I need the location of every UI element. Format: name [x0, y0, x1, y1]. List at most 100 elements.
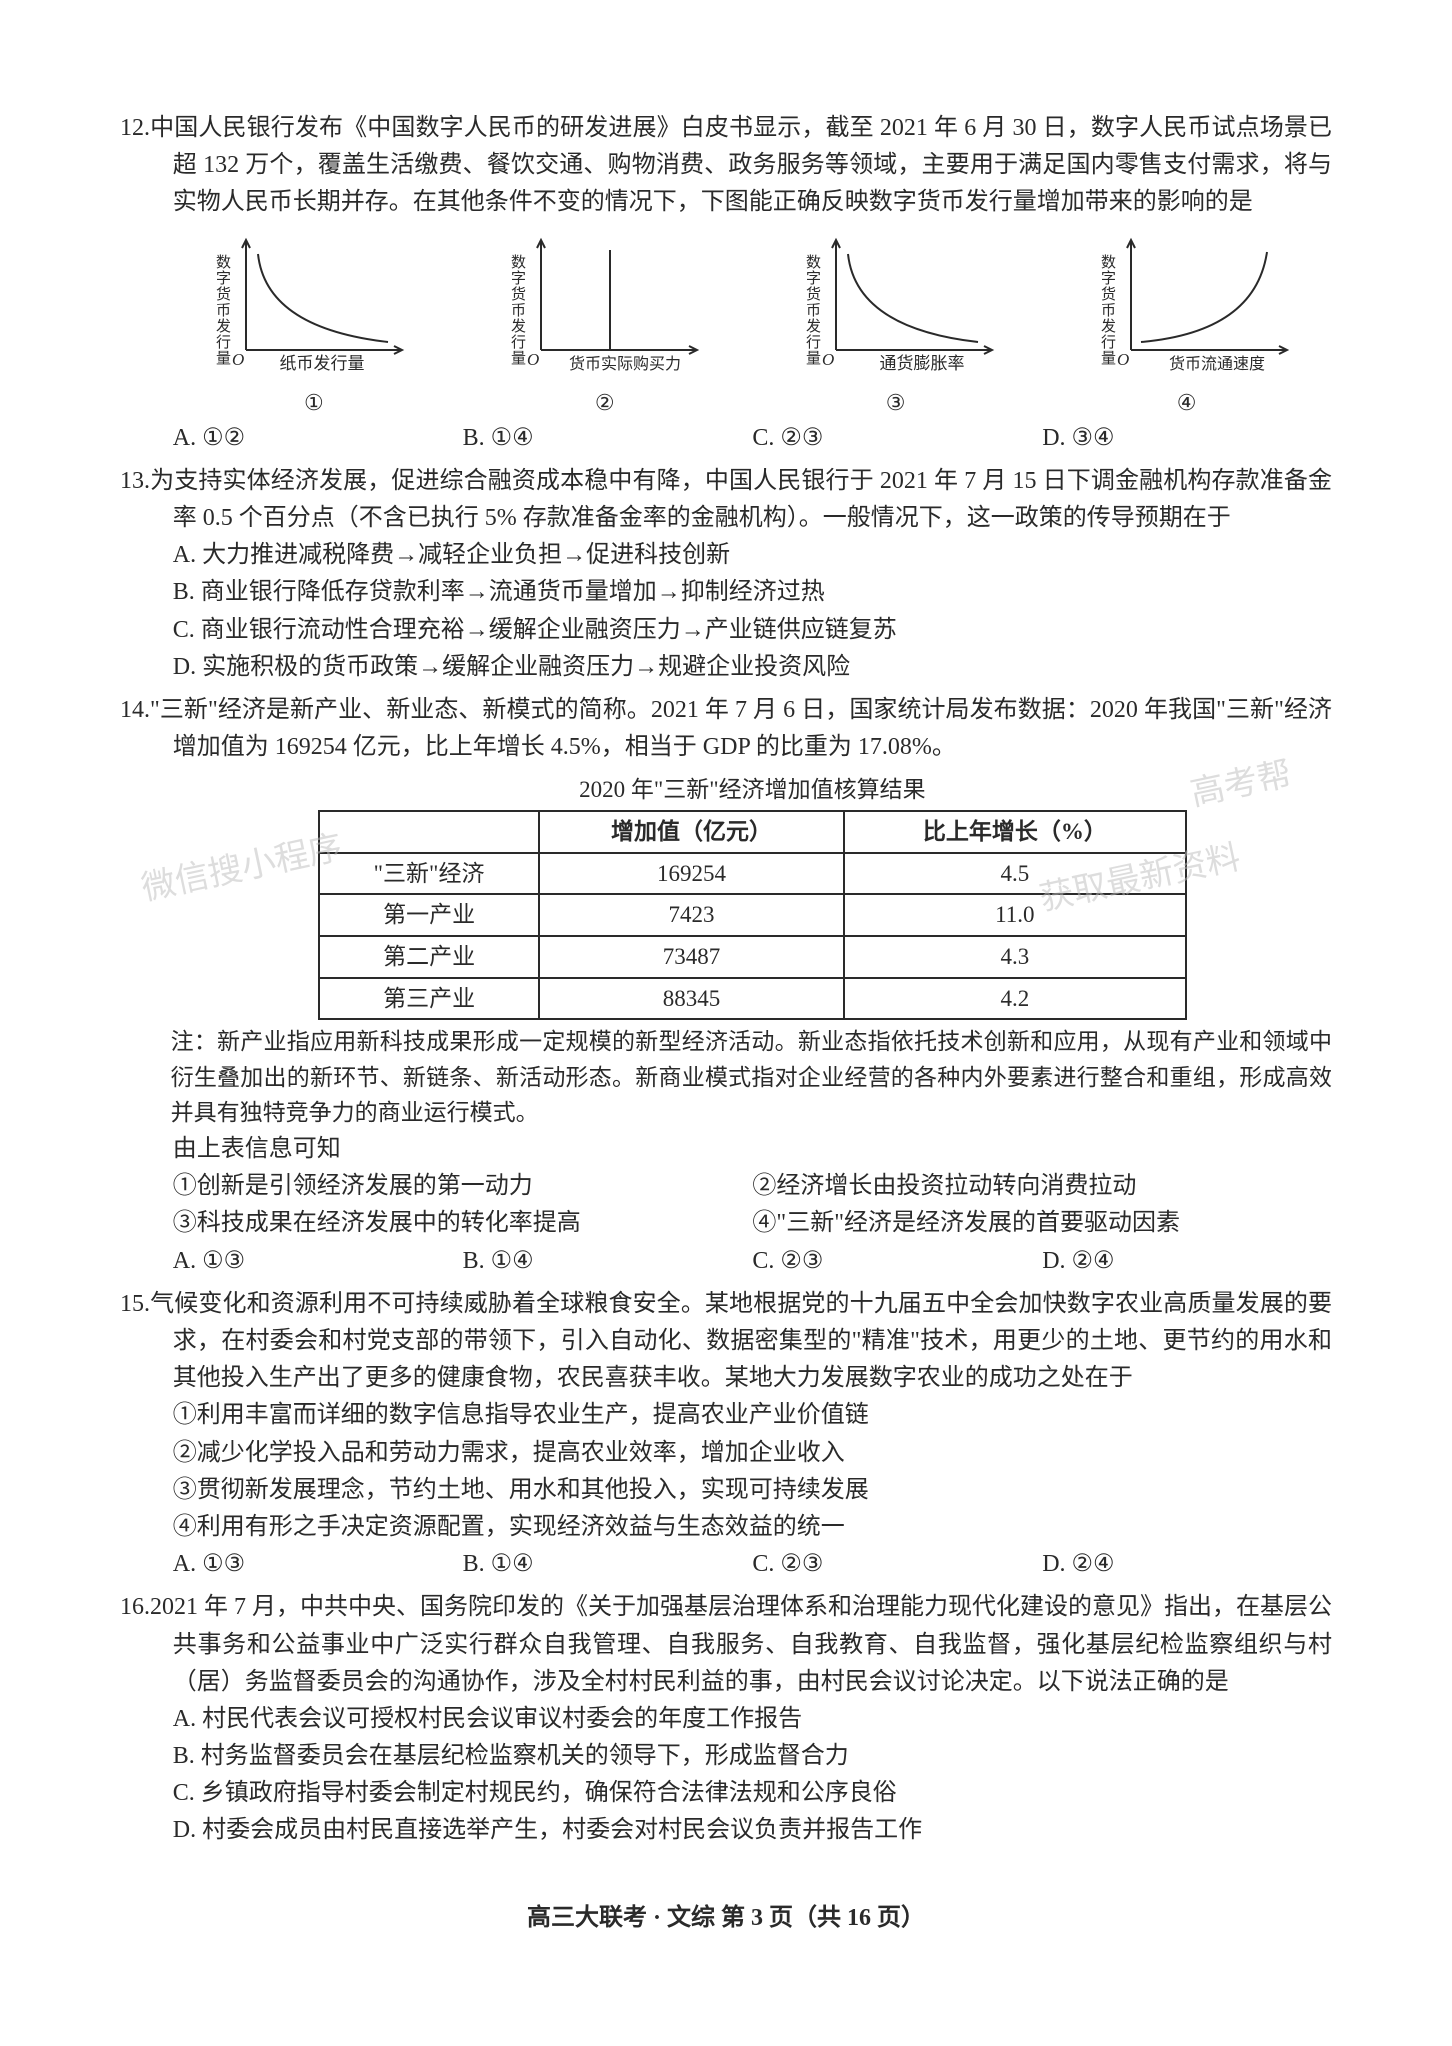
q14-stmt-row1: ①创新是引领经济发展的第一动力 ②经济增长由投资拉动转向消费拉动 — [120, 1168, 1332, 1205]
q14-table-wrap: 高考帮 微信搜小程序 获取最新资料 2020 年"三新"经济增加值核算结果 增加… — [120, 772, 1332, 1020]
q16-opt-c: C. 乡镇政府指导村委会制定村规民约，确保符合法律法规和公序良俗 — [120, 1775, 1332, 1812]
q13-opt-a: A. 大力推进减税降费→减轻企业负担→促进科技创新 — [120, 537, 1332, 574]
chart3-xlabel: 通货膨胀率 — [879, 354, 964, 373]
q14-stem: 14."三新"经济是新产业、新业态、新模式的简称。2021 年 7 月 6 日，… — [120, 692, 1332, 766]
q14-note: 注：新产业指应用新科技成果形成一定规模的新型经济活动。新业态指依托技术创新和应用… — [120, 1024, 1332, 1131]
q16-num: 16. — [120, 1594, 150, 1620]
q15-opt-b: B. ①④ — [463, 1546, 753, 1583]
chart-3: 数字货币发行量 O 通货膨胀率 — [800, 232, 1000, 382]
q14-s4: ④"三新"经济是经济发展的首要驱动因素 — [752, 1205, 1332, 1242]
table-header: 增加值（亿元） — [539, 811, 843, 853]
page-footer: 高三大联考 · 文综 第 3 页（共 16 页） — [120, 1900, 1332, 1937]
table-cell: "三新"经济 — [319, 853, 540, 895]
chart-ylabel: 数字货币发行量 — [1099, 254, 1116, 366]
q14-opt-a: A. ①③ — [173, 1243, 463, 1280]
chart-1: 数字货币发行量 O 纸币发行量 — [210, 232, 410, 382]
table-cell: 第二产业 — [319, 936, 540, 978]
chart-ylabel: 数字货币发行量 — [214, 254, 231, 366]
table-cell: 4.2 — [844, 978, 1186, 1020]
chart-2: 数字货币发行量 O 货币实际购买力 — [505, 232, 705, 382]
q14-s2: ②经济增长由投资拉动转向消费拉动 — [752, 1168, 1332, 1205]
q14-options: A. ①③ B. ①④ C. ②③ D. ②④ — [120, 1243, 1332, 1280]
q12-opt-d: D. ③④ — [1042, 420, 1332, 457]
q15-options: A. ①③ B. ①④ C. ②③ D. ②④ — [120, 1546, 1332, 1583]
chart-origin: O — [822, 350, 834, 369]
chart4-xlabel: 货币流通速度 — [1169, 355, 1265, 373]
q14-table: 增加值（亿元） 比上年增长（%） "三新"经济 169254 4.5 第一产业 … — [318, 810, 1187, 1020]
question-14: 14."三新"经济是新产业、新业态、新模式的简称。2021 年 7 月 6 日，… — [120, 692, 1332, 1280]
q15-s2: ②减少化学投入品和劳动力需求，提高农业效率，增加企业收入 — [120, 1435, 1332, 1472]
table-row: "三新"经济 169254 4.5 — [319, 853, 1186, 895]
q15-stem: 15.气候变化和资源利用不可持续威胁着全球粮食安全。某地根据党的十九届五中全会加… — [120, 1286, 1332, 1398]
q14-opt-d: D. ②④ — [1042, 1243, 1332, 1280]
table-cell: 169254 — [539, 853, 843, 895]
q14-table-title: 2020 年"三新"经济增加值核算结果 — [173, 772, 1332, 808]
chart-idx-3: ③ — [750, 386, 1041, 420]
table-header: 比上年增长（%） — [844, 811, 1186, 853]
table-cell: 4.3 — [844, 936, 1186, 978]
chart-4: 数字货币发行量 O 货币流通速度 — [1095, 232, 1295, 382]
table-cell: 73487 — [539, 936, 843, 978]
table-cell: 7423 — [539, 894, 843, 936]
exam-page: 12.中国人民银行发布《中国数字人民币的研发进展》白皮书显示，截至 2021 年… — [0, 0, 1452, 2046]
q12-text: 中国人民银行发布《中国数字人民币的研发进展》白皮书显示，截至 2021 年 6 … — [150, 115, 1332, 215]
q12-stem: 12.中国人民银行发布《中国数字人民币的研发进展》白皮书显示，截至 2021 年… — [120, 110, 1332, 222]
chart-idx-2: ② — [459, 386, 750, 420]
table-header — [319, 811, 540, 853]
question-15: 15.气候变化和资源利用不可持续威胁着全球粮食安全。某地根据党的十九届五中全会加… — [120, 1286, 1332, 1584]
table-cell: 11.0 — [844, 894, 1186, 936]
q13-opt-c: C. 商业银行流动性合理充裕→缓解企业融资压力→产业链供应链复苏 — [120, 612, 1332, 649]
q12-chart-idx: ① ② ③ ④ — [120, 386, 1332, 420]
q12-charts: 数字货币发行量 O 纸币发行量 数字货币发行量 O 货币实际购买力 — [120, 222, 1332, 386]
q15-s4: ④利用有形之手决定资源配置，实现经济效益与生态效益的统一 — [120, 1509, 1332, 1546]
q12-opt-c: C. ②③ — [752, 420, 1042, 457]
q13-text: 为支持实体经济发展，促进综合融资成本稳中有降，中国人民银行于 2021 年 7 … — [150, 468, 1332, 531]
question-13: 13.为支持实体经济发展，促进综合融资成本稳中有降，中国人民银行于 2021 年… — [120, 463, 1332, 686]
q12-opt-b: B. ①④ — [463, 420, 753, 457]
table-cell: 第一产业 — [319, 894, 540, 936]
q15-opt-a: A. ①③ — [173, 1546, 463, 1583]
table-cell: 4.5 — [844, 853, 1186, 895]
chart-origin: O — [527, 350, 539, 369]
chart-idx-4: ④ — [1041, 386, 1332, 420]
chart2-xlabel: 货币实际购买力 — [569, 355, 681, 373]
table-row: 第一产业 7423 11.0 — [319, 894, 1186, 936]
q14-lead: 由上表信息可知 — [120, 1131, 1332, 1168]
watermark-icon: 微信搜小程序 — [137, 822, 347, 916]
q13-opt-d: D. 实施积极的货币政策→缓解企业融资压力→规避企业投资风险 — [120, 649, 1332, 686]
q13-num: 13. — [120, 468, 150, 494]
chart-ylabel: 数字货币发行量 — [804, 254, 821, 366]
q14-stmt-row2: ③科技成果在经济发展中的转化率提高 ④"三新"经济是经济发展的首要驱动因素 — [120, 1205, 1332, 1242]
table-row: 第二产业 73487 4.3 — [319, 936, 1186, 978]
chart-origin: O — [232, 350, 244, 369]
q16-opt-a: A. 村民代表会议可授权村民会议审议村委会的年度工作报告 — [120, 1701, 1332, 1738]
q16-stem: 16.2021 年 7 月，中共中央、国务院印发的《关于加强基层治理体系和治理能… — [120, 1589, 1332, 1701]
q15-s1: ①利用丰富而详细的数字信息指导农业生产，提高农业产业价值链 — [120, 1397, 1332, 1434]
table-cell: 第三产业 — [319, 978, 540, 1020]
q15-num: 15. — [120, 1291, 150, 1317]
q16-opt-b: B. 村务监督委员会在基层纪检监察机关的领导下，形成监督合力 — [120, 1738, 1332, 1775]
chart1-xlabel: 纸币发行量 — [280, 354, 365, 373]
q14-num: 14. — [120, 697, 150, 723]
q14-s1: ①创新是引领经济发展的第一动力 — [173, 1168, 753, 1205]
question-12: 12.中国人民银行发布《中国数字人民币的研发进展》白皮书显示，截至 2021 年… — [120, 110, 1332, 457]
q14-opt-b: B. ①④ — [463, 1243, 753, 1280]
q14-s3: ③科技成果在经济发展中的转化率提高 — [173, 1205, 753, 1242]
table-cell: 88345 — [539, 978, 843, 1020]
q12-opt-a: A. ①② — [173, 420, 463, 457]
q15-opt-d: D. ②④ — [1042, 1546, 1332, 1583]
q14-opt-c: C. ②③ — [752, 1243, 1042, 1280]
q15-s3: ③贯彻新发展理念，节约土地、用水和其他投入，实现可持续发展 — [120, 1472, 1332, 1509]
q13-stem: 13.为支持实体经济发展，促进综合融资成本稳中有降，中国人民银行于 2021 年… — [120, 463, 1332, 537]
table-header-row: 增加值（亿元） 比上年增长（%） — [319, 811, 1186, 853]
q12-options: A. ①② B. ①④ C. ②③ D. ③④ — [120, 420, 1332, 457]
q13-opt-b: B. 商业银行降低存贷款利率→流通货币量增加→抑制经济过热 — [120, 574, 1332, 611]
chart-origin: O — [1117, 350, 1129, 369]
q16-text: 2021 年 7 月，中共中央、国务院印发的《关于加强基层治理体系和治理能力现代… — [150, 1594, 1332, 1694]
q12-num: 12. — [120, 115, 150, 141]
question-16: 16.2021 年 7 月，中共中央、国务院印发的《关于加强基层治理体系和治理能… — [120, 1589, 1332, 1849]
table-row: 第三产业 88345 4.2 — [319, 978, 1186, 1020]
chart-idx-1: ① — [168, 386, 459, 420]
q14-text: "三新"经济是新产业、新业态、新模式的简称。2021 年 7 月 6 日，国家统… — [150, 697, 1332, 760]
chart-ylabel: 数字货币发行量 — [509, 254, 526, 366]
